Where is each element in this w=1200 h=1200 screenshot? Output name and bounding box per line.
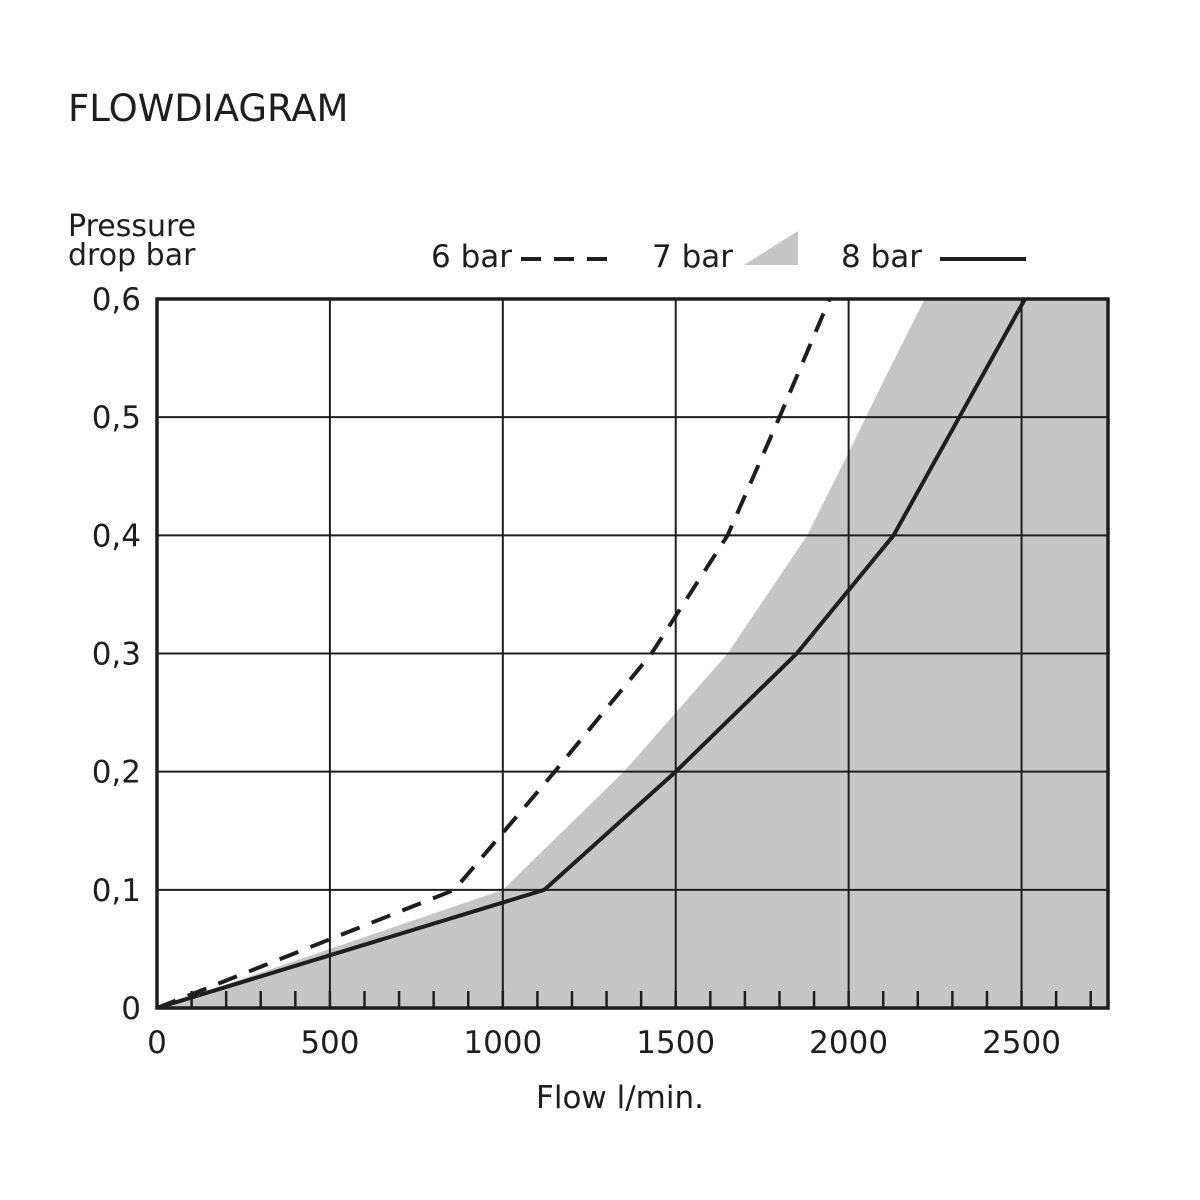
grid-layer	[157, 299, 1108, 1008]
y-tick-label: 0,5	[92, 400, 141, 436]
chart-title: FLOWDIAGRAM	[68, 87, 348, 130]
y-tick-label: 0,2	[92, 755, 141, 791]
y-axis-label-line-1: Pressure	[68, 209, 196, 244]
y-tick-label: 0,6	[92, 282, 141, 318]
legend-swatch-area	[744, 231, 798, 265]
y-tick-label: 0,3	[92, 637, 141, 673]
series-line-8-bar	[157, 299, 1027, 1008]
y-axis-label-line-2: drop bar	[68, 238, 196, 273]
x-tick-label: 1500	[636, 1025, 715, 1061]
legend-label: 6 bar	[431, 239, 512, 275]
line-layer	[157, 299, 1027, 1008]
x-axis-label: Flow l/min.	[536, 1080, 704, 1116]
x-tick-label: 2500	[982, 1025, 1061, 1061]
series-area-7-bar	[157, 299, 1108, 1008]
legend-label: 7 bar	[652, 239, 733, 275]
y-tick-label: 0,1	[92, 873, 141, 909]
tick-label-layer: 0 500 1000 1500 2000 2500 0 0,1 0,2 0,3 0,4 0,5 0,6	[92, 282, 1061, 1061]
y-tick-label: 0	[121, 991, 141, 1027]
legend: 6 bar 7 bar 8 bar	[431, 231, 1026, 275]
plot-frame	[155, 297, 1110, 1010]
legend-label: 8 bar	[841, 239, 922, 275]
x-tick-label: 0	[147, 1025, 167, 1061]
area-layer	[157, 299, 1108, 1008]
x-tick-label: 1000	[463, 1025, 542, 1061]
x-tick-label: 500	[300, 1025, 359, 1061]
y-tick-label: 0,4	[92, 518, 141, 554]
frame-layer	[155, 297, 1110, 1010]
series-line-6-bar	[157, 299, 832, 1008]
x-tick-label: 2000	[809, 1025, 888, 1061]
